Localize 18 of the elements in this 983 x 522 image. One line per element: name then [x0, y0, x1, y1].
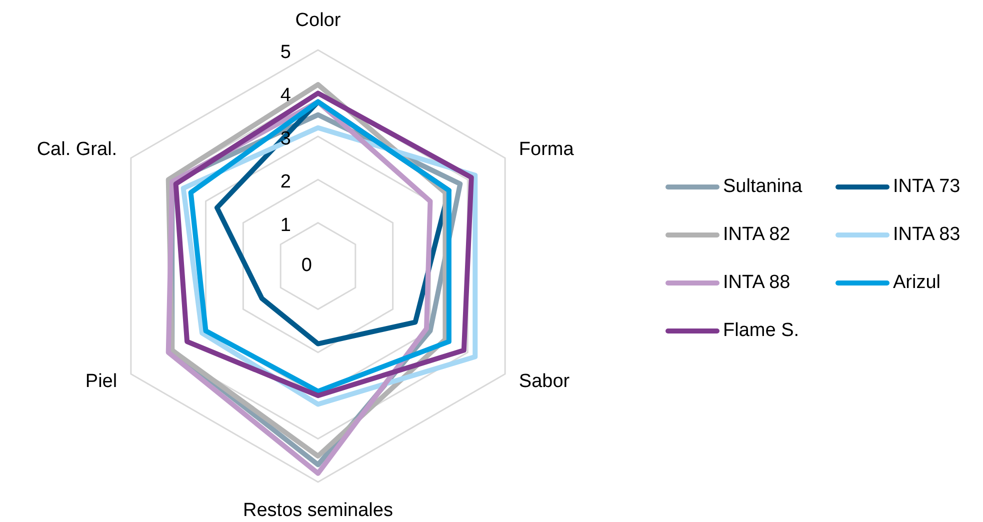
y-tick-label: 4 [280, 85, 292, 106]
spoke-label: Color [295, 10, 342, 32]
legend-label: INTA 82 [723, 224, 790, 246]
y-tick-label: 0 [301, 255, 312, 276]
legend-label: Flame S. [723, 320, 800, 342]
legend-label: INTA 88 [723, 272, 790, 294]
legend-label: Sultanina [723, 176, 803, 198]
legend-label: Arizul [893, 272, 941, 294]
legend-label: INTA 73 [893, 176, 960, 198]
spoke-label: Forma [518, 139, 574, 160]
spoke-label: Sabor [518, 371, 570, 392]
spoke-label: Piel [85, 371, 118, 392]
y-tick-label: 2 [280, 172, 291, 193]
y-tick-label: 1 [280, 214, 291, 236]
legend-label: INTA 83 [893, 224, 960, 246]
spoke-label: Cal. Gral. [36, 139, 118, 160]
y-tick-label: 5 [280, 42, 291, 64]
spoke-label: Restos seminales [243, 500, 393, 522]
